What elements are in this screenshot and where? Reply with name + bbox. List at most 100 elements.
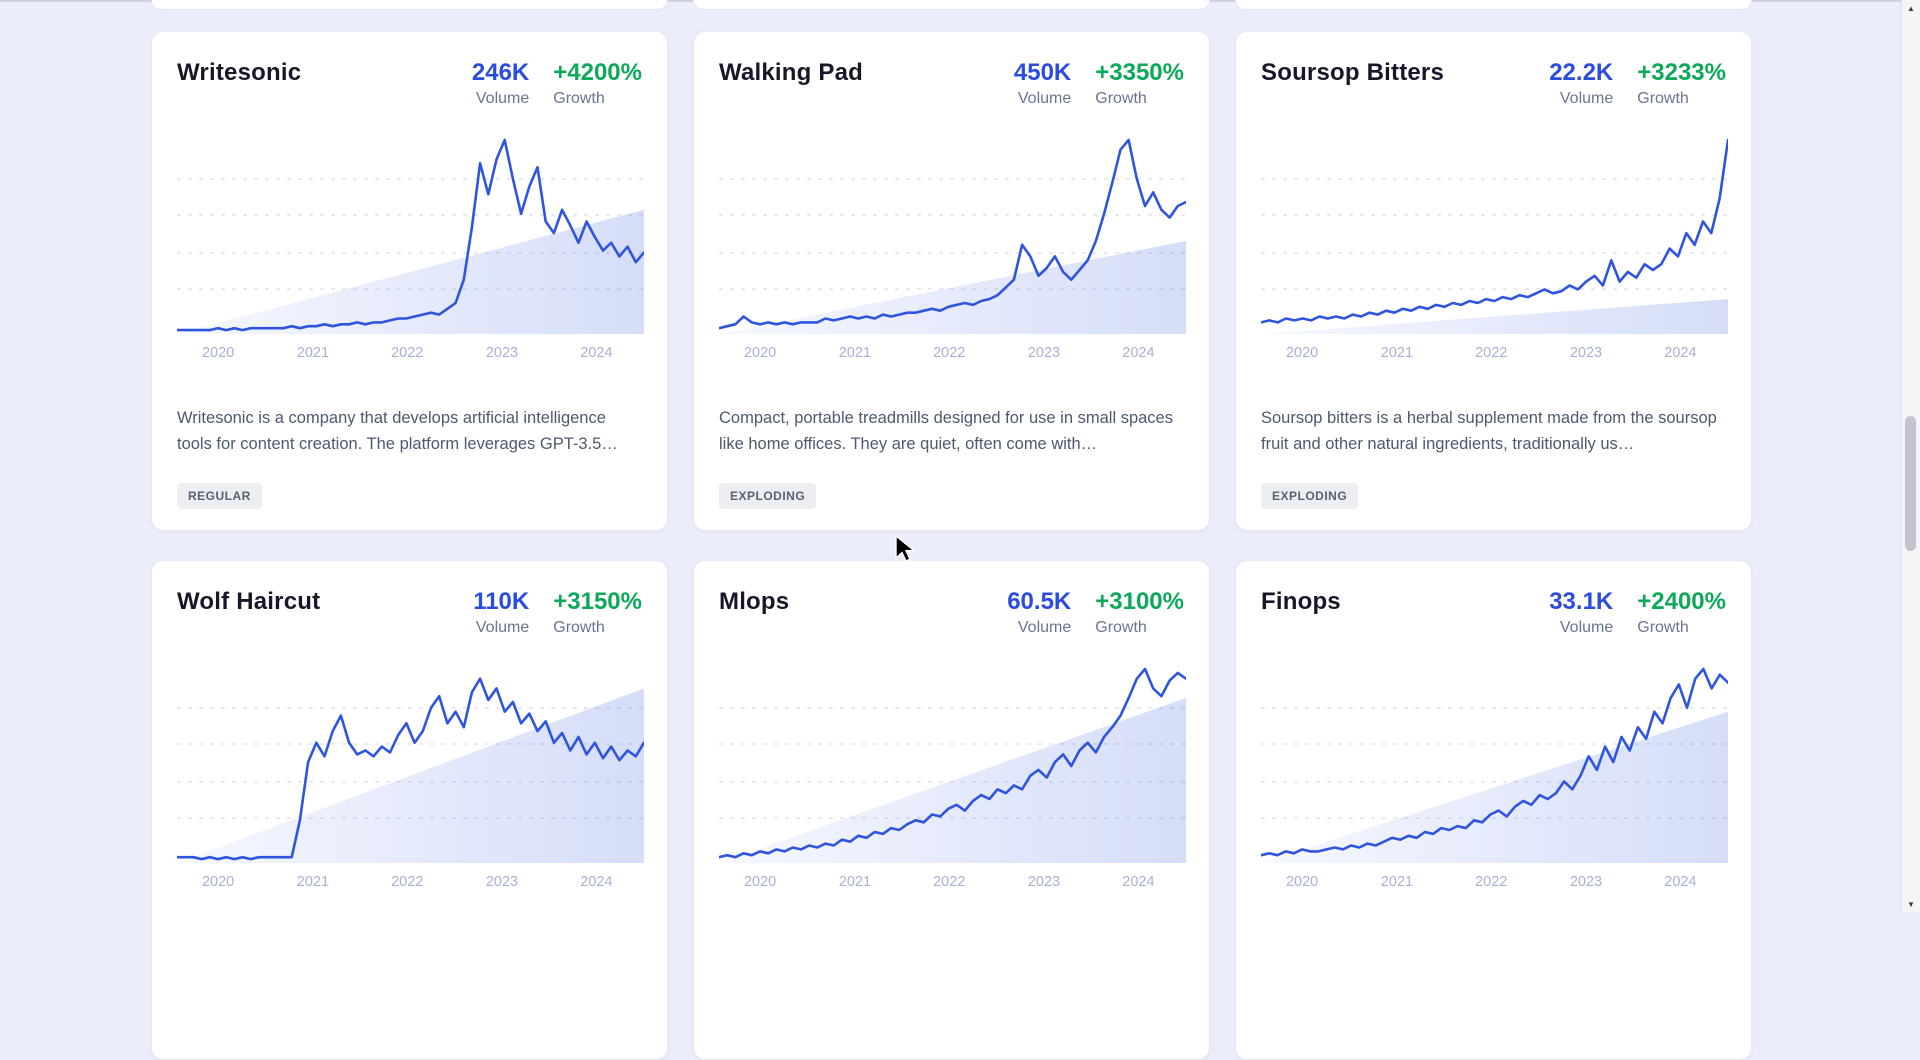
svg-text:2024: 2024 [1122,345,1154,361]
previous-card-bottom-edge [693,0,1210,10]
svg-text:2021: 2021 [297,345,329,361]
growth-label: Growth [1095,619,1147,636]
svg-text:2020: 2020 [202,345,234,361]
growth-label: Growth [553,619,605,636]
trend-card[interactable]: Soursop Bitters 22.2K Volume +3233% Grow… [1235,31,1752,531]
trend-line-chart: 2020 2021 2022 2023 2024 [1261,667,1728,890]
trend-card[interactable]: Finops 33.1K Volume +2400% Growth 2020 20… [1235,560,1752,1060]
growth-stat: +4200% Growth [553,58,642,109]
svg-text:2022: 2022 [1475,874,1507,890]
growth-stat: +3150% Growth [553,587,642,638]
volume-label: Volume [1559,90,1614,107]
trend-card[interactable]: Writesonic 246K Volume +4200% Growth 202… [151,31,668,531]
trend-card[interactable]: Walking Pad 450K Volume +3350% Growth 20… [693,31,1210,531]
svg-text:2024: 2024 [580,874,612,890]
scrollbar-thumb[interactable] [1905,416,1916,551]
volume-stat: 450K Volume [1014,58,1071,109]
volume-value: 60.5K [1007,588,1072,615]
trend-title: Walking Pad [719,59,863,86]
cards-grid: Writesonic 246K Volume +4200% Growth 202… [151,31,1752,1060]
volume-value: 450K [1013,59,1072,86]
svg-text:2020: 2020 [744,874,776,890]
card-header: Wolf Haircut 110K Volume +3150% Growth [177,587,642,638]
card-header: Finops 33.1K Volume +2400% Growth [1261,587,1726,638]
trend-card[interactable]: Wolf Haircut 110K Volume +3150% Growth 2… [151,560,668,1060]
svg-text:2020: 2020 [744,345,776,361]
growth-value: +3100% [1095,588,1184,615]
svg-text:2023: 2023 [486,874,518,890]
trend-line-chart: 2020 2021 2022 2023 2024 [719,138,1186,361]
card-header: Writesonic 246K Volume +4200% Growth [177,58,642,109]
svg-text:2022: 2022 [391,874,423,890]
growth-stat: +3350% Growth [1095,58,1184,109]
growth-label: Growth [1637,90,1689,107]
volume-label: Volume [1559,619,1614,636]
volume-value: 33.1K [1549,588,1614,615]
trend-line-chart: 2020 2021 2022 2023 2024 [1261,138,1728,361]
trend-stats: 110K Volume +3150% Growth [473,587,642,638]
growth-value: +2400% [1637,588,1726,615]
svg-text:2020: 2020 [202,874,234,890]
svg-text:2023: 2023 [1570,345,1602,361]
trend-card[interactable]: Mlops 60.5K Volume +3100% Growth 2020 202… [693,560,1210,1060]
trend-status-badge: REGULAR [177,483,262,509]
svg-text:2022: 2022 [933,874,965,890]
svg-text:2024: 2024 [580,345,612,361]
trend-line-chart: 2020 2021 2022 2023 2024 [177,677,644,890]
volume-stat: 60.5K Volume [1007,587,1071,638]
previous-card-bottom-edge [151,0,668,10]
card-header: Walking Pad 450K Volume +3350% Growth [719,58,1184,109]
volume-label: Volume [475,90,530,107]
trend-stats: 22.2K Volume +3233% Growth [1549,58,1726,109]
svg-text:2022: 2022 [1475,345,1507,361]
growth-label: Growth [1095,90,1147,107]
trend-stats: 60.5K Volume +3100% Growth [1007,587,1184,638]
svg-text:2022: 2022 [933,345,965,361]
trend-title: Wolf Haircut [177,588,321,615]
volume-label: Volume [1017,619,1072,636]
svg-text:2024: 2024 [1122,874,1154,890]
growth-stat: +2400% Growth [1637,587,1726,638]
svg-text:2023: 2023 [1570,874,1602,890]
svg-text:2021: 2021 [1381,874,1413,890]
growth-value: +3150% [553,588,642,615]
svg-text:2024: 2024 [1664,345,1696,361]
trend-stats: 246K Volume +4200% Growth [472,58,642,109]
trend-stats: 450K Volume +3350% Growth [1014,58,1184,109]
volume-stat: 246K Volume [472,58,529,109]
svg-text:2023: 2023 [1028,345,1060,361]
trend-title: Writesonic [177,59,302,86]
trend-line-chart: 2020 2021 2022 2023 2024 [177,138,644,361]
card-header: Mlops 60.5K Volume +3100% Growth [719,587,1184,638]
growth-value: +3233% [1637,59,1726,86]
growth-label: Growth [1637,619,1689,636]
svg-text:2020: 2020 [1286,345,1318,361]
volume-value: 110K [473,588,530,615]
svg-text:2023: 2023 [486,345,518,361]
trend-title: Finops [1261,588,1341,615]
scroll-up-arrow-icon[interactable]: ▲ [1907,3,1915,13]
volume-value: 246K [471,59,530,86]
svg-text:2021: 2021 [1381,345,1413,361]
volume-label: Volume [475,619,530,636]
trend-description: Compact, portable treadmills designed fo… [719,409,1173,453]
growth-label: Growth [553,90,605,107]
svg-text:2023: 2023 [1028,874,1060,890]
trend-description: Writesonic is a company that develops ar… [177,409,618,453]
svg-text:2024: 2024 [1664,874,1696,890]
scroll-down-arrow-icon[interactable]: ▼ [1907,899,1915,909]
volume-stat: 33.1K Volume [1549,587,1613,638]
trend-title: Soursop Bitters [1261,59,1445,86]
volume-value: 22.2K [1549,59,1614,86]
card-header: Soursop Bitters 22.2K Volume +3233% Grow… [1261,58,1726,109]
svg-text:2021: 2021 [839,345,871,361]
scrollbar[interactable]: ▲ ▼ [1901,0,1920,912]
svg-text:2020: 2020 [1286,874,1318,890]
svg-text:2022: 2022 [391,345,423,361]
previous-card-bottom-edge [1235,0,1752,10]
volume-label: Volume [1017,90,1072,107]
svg-text:2021: 2021 [839,874,871,890]
volume-stat: 22.2K Volume [1549,58,1613,109]
volume-stat: 110K Volume [473,587,529,638]
trend-status-badge: EXPLODING [1261,483,1359,509]
